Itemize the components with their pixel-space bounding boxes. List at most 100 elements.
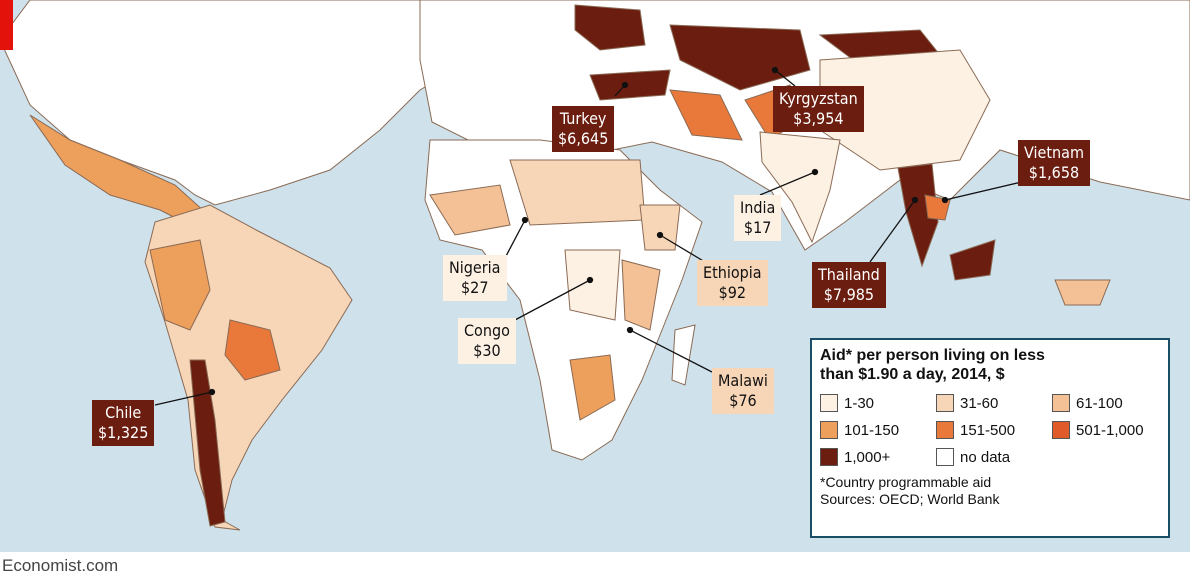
sahel xyxy=(509,159,646,226)
iran xyxy=(669,89,743,141)
legend-item: 101-150 xyxy=(820,421,936,439)
leader-line xyxy=(514,279,591,321)
callout-name: Kyrgyzstan xyxy=(779,89,858,108)
credit: Economist.com xyxy=(2,556,119,575)
west-africa xyxy=(429,184,511,236)
legend-swatch xyxy=(936,394,954,412)
leader-dot xyxy=(626,326,634,334)
callout-value: $1,325 xyxy=(98,423,149,442)
legend-label: 31-60 xyxy=(960,394,999,412)
callout: India $17 xyxy=(734,195,782,241)
callout: Ethiopia $92 xyxy=(697,260,768,306)
leader-line xyxy=(629,329,713,373)
legend-label: 61-100 xyxy=(1076,394,1123,412)
callout-name: Ethiopia xyxy=(703,263,762,282)
footnote: *Country programmable aid xyxy=(820,474,992,490)
legend-swatch xyxy=(936,448,954,466)
callout-value: $7,985 xyxy=(823,285,875,304)
callout: Thailand $7,985 xyxy=(812,262,886,308)
leader-dot xyxy=(521,216,529,224)
legend-swatch xyxy=(820,448,838,466)
callout: Turkey $6,645 xyxy=(552,106,615,152)
legend-swatch xyxy=(1052,421,1070,439)
callout-value: $76 xyxy=(729,391,757,410)
bolivia xyxy=(224,319,281,381)
callout: Kyrgyzstan $3,954 xyxy=(773,86,864,132)
kazakhstan xyxy=(669,24,811,91)
leader-dot xyxy=(656,231,664,239)
legend-label: no data xyxy=(960,448,1011,466)
callout: Vietnam $1,658 xyxy=(1018,140,1090,186)
leader-dot xyxy=(811,168,819,176)
east-africa xyxy=(621,259,661,331)
callout-value: $1,658 xyxy=(1028,163,1080,182)
callout-name: Malawi xyxy=(718,371,768,390)
leader-dot xyxy=(911,196,919,204)
legend-item: 61-100 xyxy=(1052,394,1168,412)
leader-line xyxy=(759,171,816,196)
callout: Nigeria $27 xyxy=(443,255,507,301)
callout-value: $3,954 xyxy=(793,109,844,128)
callout-value: $27 xyxy=(461,278,489,297)
legend-label: 1,000+ xyxy=(844,448,891,466)
legend-item: 1,000+ xyxy=(820,448,936,466)
callout-value: $92 xyxy=(718,283,747,302)
leader-dot xyxy=(586,276,594,284)
land xyxy=(0,0,1190,531)
legend-item: 31-60 xyxy=(936,394,1052,412)
chile xyxy=(189,359,226,527)
southern-africa xyxy=(569,354,616,421)
india xyxy=(759,131,841,244)
leader-line xyxy=(774,69,796,87)
legend-swatch xyxy=(820,394,838,412)
callout-name: Turkey xyxy=(559,109,607,128)
legend-label: 1-30 xyxy=(844,394,875,412)
turkey xyxy=(589,69,671,101)
legend: Aid* per person living on less than $1.9… xyxy=(810,338,1170,538)
papua xyxy=(1054,279,1111,306)
leader-line xyxy=(869,199,916,263)
leader-line xyxy=(154,391,213,406)
madagascar xyxy=(671,324,696,386)
legend-items: 1-30 31-60 61-100 101-150 151-500 501-1,000 1,… xyxy=(820,394,1160,466)
borneo xyxy=(949,239,996,281)
legend-label: 501-1,000 xyxy=(1076,421,1144,439)
legend-item: 151-500 xyxy=(936,421,1052,439)
sources: Sources: OECD; World Bank xyxy=(820,491,1000,507)
leader-dot xyxy=(621,81,629,89)
callout-name: Nigeria xyxy=(449,258,501,277)
callout-value: $17 xyxy=(743,218,772,237)
callout-name: Thailand xyxy=(818,265,880,284)
legend-label: 151-500 xyxy=(960,421,1016,439)
legend-item: no data xyxy=(936,448,1052,466)
ethiopia xyxy=(639,204,681,251)
legend-item: 1-30 xyxy=(820,394,936,412)
leader-line xyxy=(944,179,1031,201)
legend-swatch xyxy=(1052,394,1070,412)
callout-value: $30 xyxy=(473,341,501,360)
world-map xyxy=(0,0,1190,552)
callout-name: Chile xyxy=(105,403,142,422)
legend-swatch xyxy=(820,421,838,439)
callout-value: $6,645 xyxy=(558,129,609,148)
congo xyxy=(564,249,621,321)
legend-notes: *Country programmable aid Sources: OECD;… xyxy=(820,474,1160,508)
legend-swatch xyxy=(936,421,954,439)
callout: Congo $30 xyxy=(458,318,516,364)
andes xyxy=(149,239,211,331)
legend-label: 101-150 xyxy=(844,421,900,439)
leader-line xyxy=(504,219,526,259)
leader-dot xyxy=(941,196,949,204)
ukraine xyxy=(574,4,646,51)
brand-mark xyxy=(0,0,13,50)
indochina xyxy=(897,163,939,268)
leader-line xyxy=(659,234,706,263)
callout-name: India xyxy=(740,198,776,217)
callout: Malawi $76 xyxy=(712,368,774,414)
leader-dot xyxy=(771,66,779,74)
legend-title: Aid* per person living on less than $1.9… xyxy=(820,347,1045,383)
callout-name: Vietnam xyxy=(1024,143,1084,162)
leaders xyxy=(154,66,1031,406)
callout-name: Congo xyxy=(464,321,510,340)
